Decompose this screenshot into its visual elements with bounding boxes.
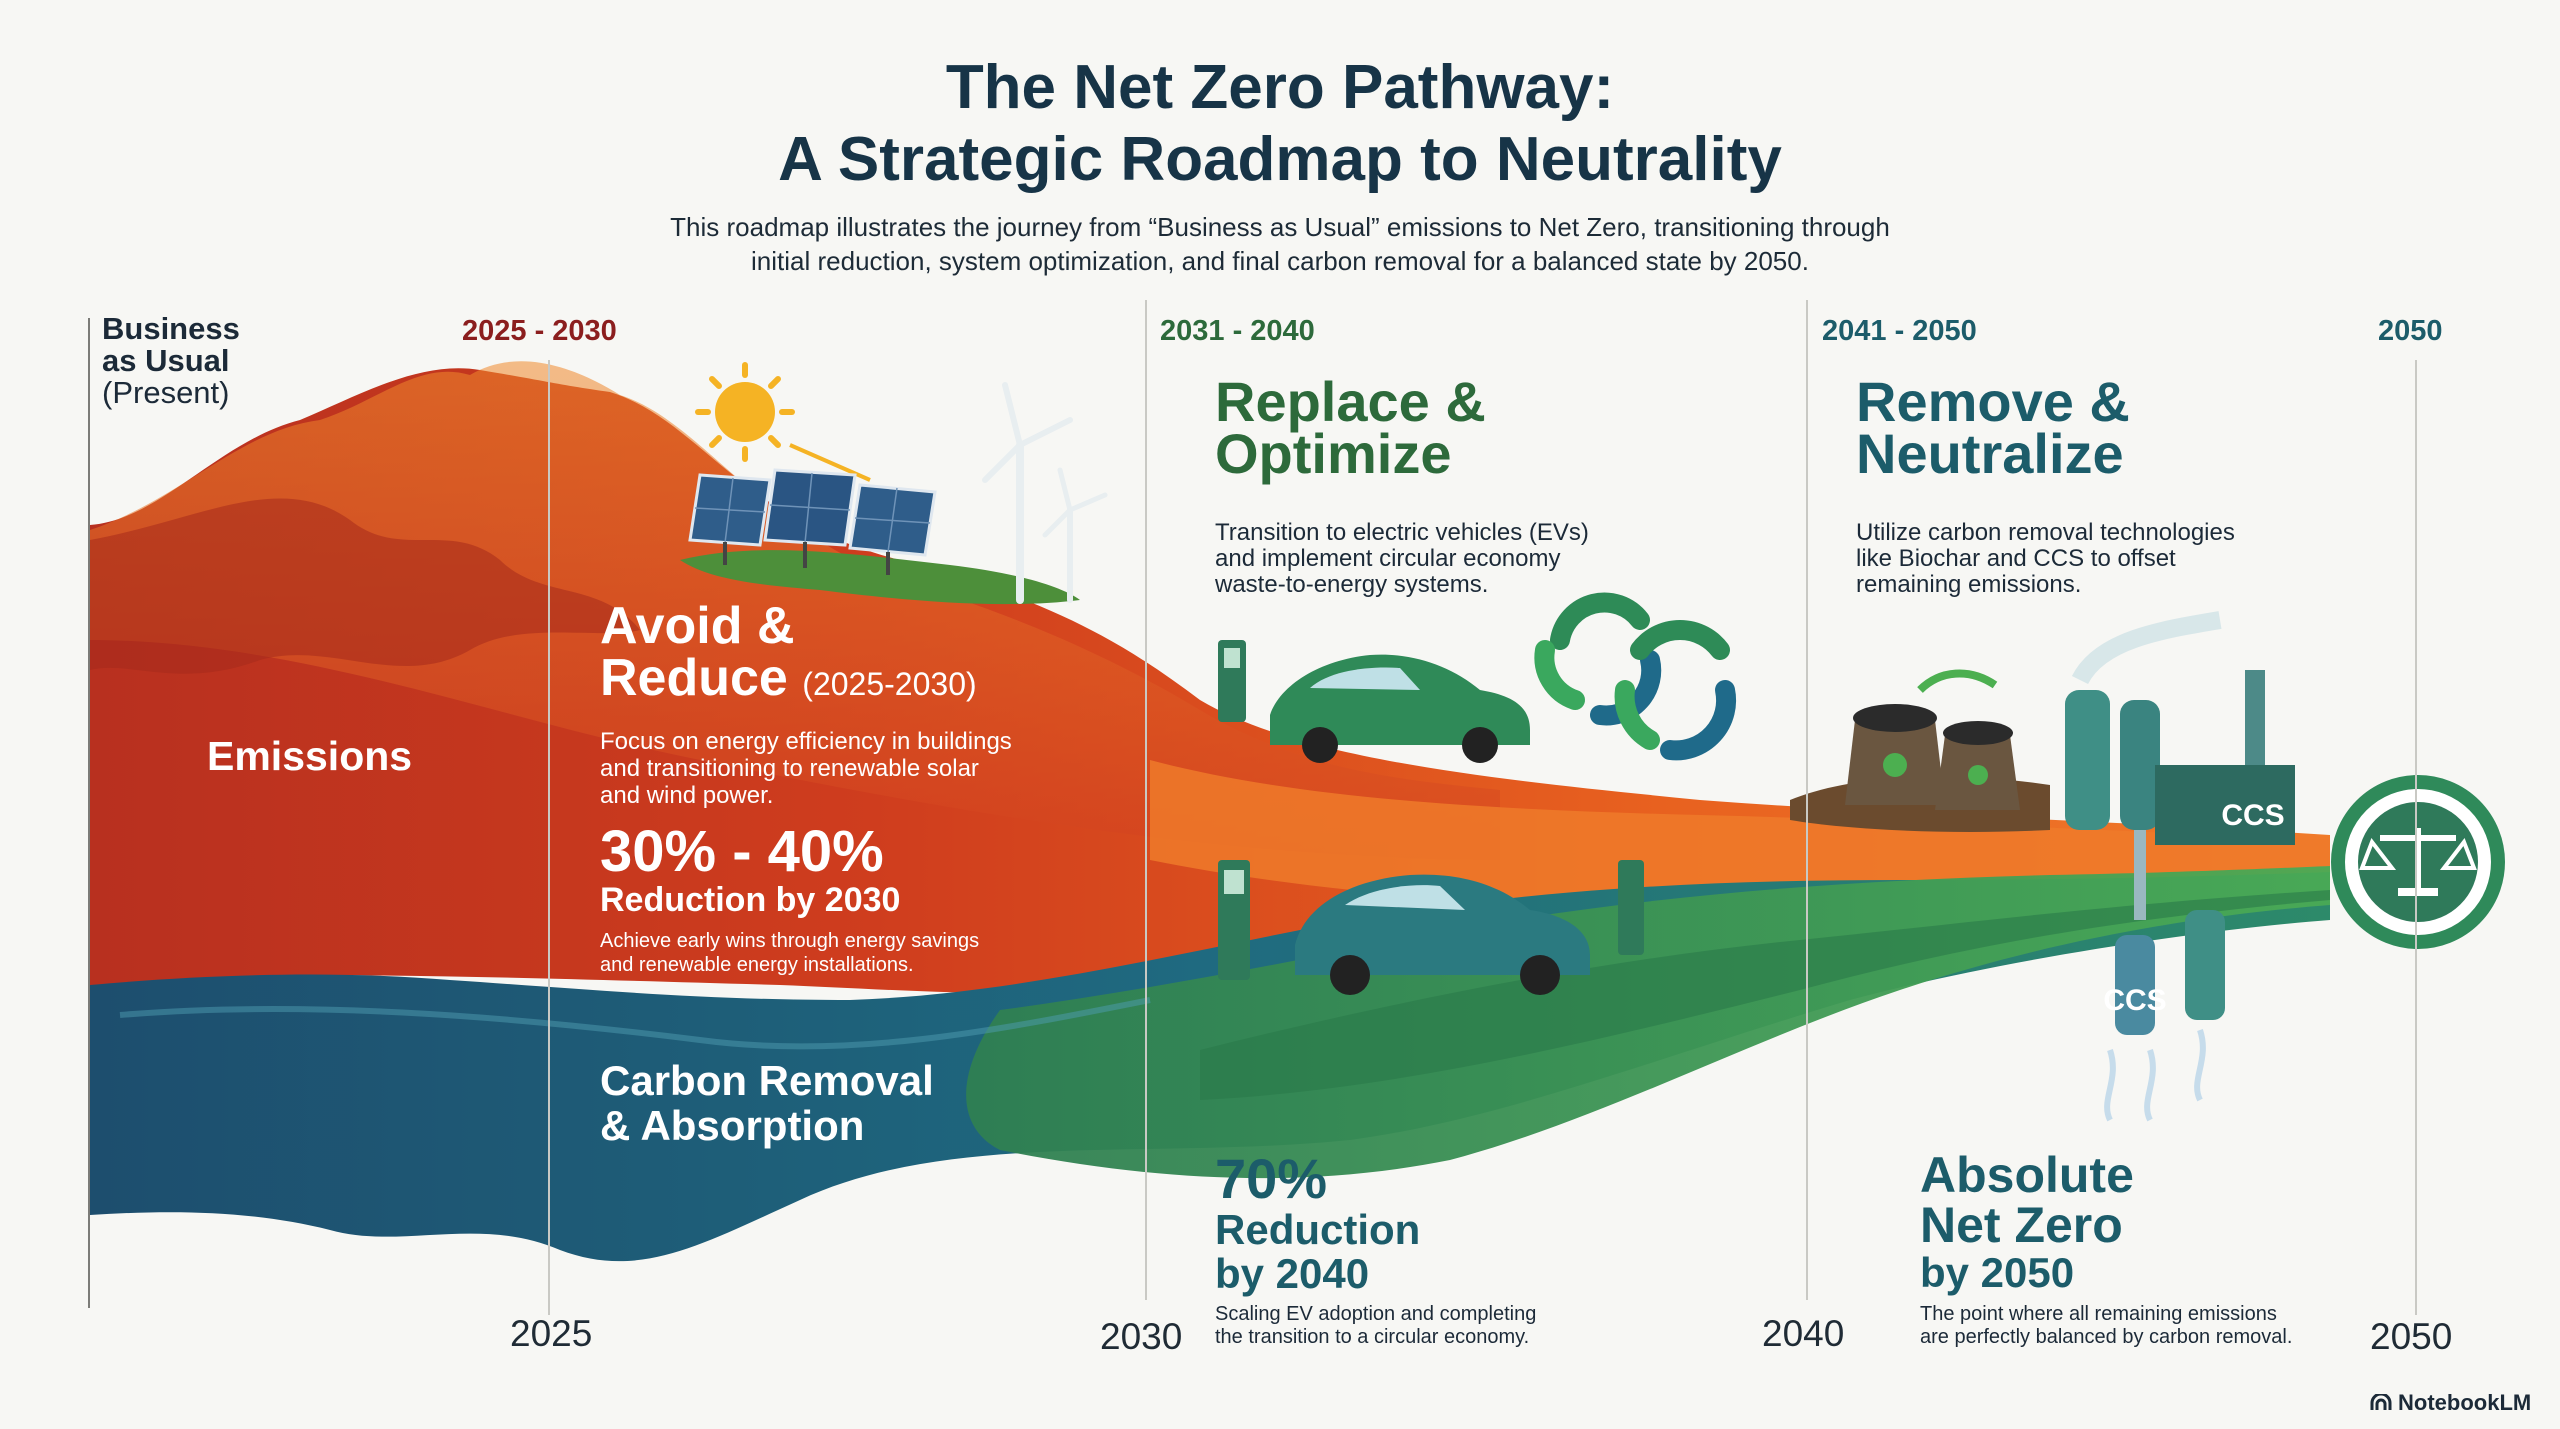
phase2-body-3: waste-to-energy systems. xyxy=(1215,571,1489,598)
phase3-heading-2: Neutralize xyxy=(1856,422,2124,485)
phase2-body-2: and implement circular economy xyxy=(1215,545,1561,572)
phase1-heading-1: Avoid & xyxy=(600,597,795,655)
notebooklm-logo-icon xyxy=(2370,1394,2392,1410)
wind-turbine-icon xyxy=(982,382,1108,604)
phase3-stat-2: Net Zero xyxy=(1920,1197,2123,1253)
guide-line-start xyxy=(88,318,90,1308)
green-hill xyxy=(680,550,1080,605)
phase1-body-2: and transitioning to renewable solar xyxy=(600,755,979,782)
phase1-body-3: and wind power. xyxy=(600,782,774,809)
bau-label: Business as Usual (Present) xyxy=(102,313,240,409)
phase2-heading-2: Optimize xyxy=(1215,422,1452,485)
year-2040: 2040 xyxy=(1762,1313,1845,1354)
phase3-stat-block: Absolute Net Zero by 2050 xyxy=(1920,1150,2134,1296)
title-line-1: The Net Zero Pathway: xyxy=(945,53,1615,122)
subtitle-line-1: This roadmap illustrates the journey fro… xyxy=(670,212,1890,242)
guide-line-2050 xyxy=(2415,360,2417,1315)
phase3-stat-3: by 2050 xyxy=(1920,1249,2075,1296)
guide-line-2040 xyxy=(1806,300,1808,1300)
phase2-note: Scaling EV adoption and completing the t… xyxy=(1215,1303,1536,1349)
phase1-block: Avoid & Reduce (2025-2030) Focus on ener… xyxy=(600,600,1012,977)
period-2031-2040: 2031 - 2040 xyxy=(1160,315,1315,347)
period-2025-2030: 2025 - 2030 xyxy=(462,315,617,347)
bau-line-2: as Usual xyxy=(102,343,230,378)
absorption-wave xyxy=(1200,890,2330,1100)
sun-ray-arrow xyxy=(789,443,871,482)
removal-label: Carbon Removal & Absorption xyxy=(600,1058,934,1148)
phase3-heading-1: Remove & xyxy=(1856,370,2130,433)
year-2030: 2030 xyxy=(1100,1316,1183,1357)
removal-line-1: Carbon Removal xyxy=(600,1057,934,1104)
subtitle: This roadmap illustrates the journey fro… xyxy=(500,210,2060,278)
guide-line-2030 xyxy=(1145,300,1147,1300)
emissions-ridge xyxy=(90,498,640,674)
phase2-stat-block: 70% Reduction by 2040 xyxy=(1215,1150,1420,1296)
phase2-stat-label-2: by 2040 xyxy=(1215,1250,1370,1297)
biochar-bags-icon xyxy=(1845,669,2020,810)
phase2-stat-label-1: Reduction xyxy=(1215,1206,1421,1253)
ccs-label-top: CCS xyxy=(2221,799,2284,832)
sun-icon xyxy=(695,362,795,462)
year-2025: 2025 xyxy=(510,1313,593,1354)
notebooklm-branding: NotebookLM xyxy=(2370,1390,2531,1416)
guide-line-2025 xyxy=(548,360,550,1315)
phase2-note-2: the transition to a circular economy. xyxy=(1215,1326,1530,1348)
removal-highlight xyxy=(119,997,1151,1050)
emissions-peak xyxy=(90,361,1500,860)
page-title: The Net Zero Pathway: A Strategic Roadma… xyxy=(0,52,2560,196)
recycle-arrows-icon xyxy=(1534,592,1737,761)
branding-name: NotebookLM xyxy=(2398,1390,2532,1415)
period-2050: 2050 xyxy=(2378,315,2443,347)
phase1-heading-2: Reduce xyxy=(600,649,788,707)
phase1-note-1: Achieve early wins through energy saving… xyxy=(600,930,980,952)
phase1-body: Focus on energy efficiency in buildings … xyxy=(600,728,1012,809)
period-2041-2050: 2041 - 2050 xyxy=(1822,315,1977,347)
ccs-plant-icon xyxy=(2065,611,2295,1122)
phase3-body-3: remaining emissions. xyxy=(1856,571,2082,598)
phase3-note-2: are perfectly balanced by carbon removal… xyxy=(1920,1326,2293,1348)
phase2-body: Transition to electric vehicles (EVs) an… xyxy=(1215,520,1589,598)
emissions-flow xyxy=(1150,760,2330,903)
electric-car-icon xyxy=(1270,654,1590,995)
phase3-body-1: Utilize carbon removal technologies xyxy=(1856,519,2235,546)
phase1-note: Achieve early wins through energy saving… xyxy=(600,929,1012,977)
ccs-label-bottom: CCS xyxy=(2103,984,2166,1017)
emissions-label: Emissions xyxy=(207,733,413,779)
solar-panel-icon xyxy=(688,468,937,575)
phase1-body-1: Focus on energy efficiency in buildings xyxy=(600,728,1012,755)
phase2-stat: 70% xyxy=(1215,1147,1328,1210)
phase2-body-1: Transition to electric vehicles (EVs) xyxy=(1215,519,1589,546)
phase1-stat: 30% - 40% xyxy=(600,819,884,884)
bau-line-1: Business xyxy=(102,311,240,346)
phase1-heading-2-row: Reduce (2025-2030) xyxy=(600,652,1012,710)
year-2050: 2050 xyxy=(2370,1316,2453,1357)
title-line-2: A Strategic Roadmap to Neutrality xyxy=(778,125,1782,194)
subtitle-line-2: initial reduction, system optimization, … xyxy=(751,246,1809,276)
phase2-block: Replace & Optimize xyxy=(1215,370,1486,485)
phase3-body-2: like Biochar and CCS to offset xyxy=(1856,545,2176,572)
ev-charger-icon xyxy=(1218,640,1644,980)
bau-line-3: (Present) xyxy=(102,375,230,410)
phase1-stat-label: Reduction by 2030 xyxy=(600,881,901,919)
phase3-note-1: The point where all remaining emissions xyxy=(1920,1303,2277,1325)
phase2-heading-1: Replace & xyxy=(1215,370,1486,433)
phase1-note-2: and renewable energy installations. xyxy=(600,954,914,976)
phase3-note: The point where all remaining emissions … xyxy=(1920,1303,2292,1349)
phase2-note-1: Scaling EV adoption and completing xyxy=(1215,1303,1537,1325)
phase3-stat-1: Absolute xyxy=(1920,1147,2134,1203)
removal-line-2: & Absorption xyxy=(600,1102,865,1149)
phase1-years: (2025-2030) xyxy=(802,666,977,702)
phase3-block: Remove & Neutralize xyxy=(1856,370,2130,485)
phase3-body: Utilize carbon removal technologies like… xyxy=(1856,520,2235,598)
balance-scale-icon xyxy=(2331,775,2505,949)
